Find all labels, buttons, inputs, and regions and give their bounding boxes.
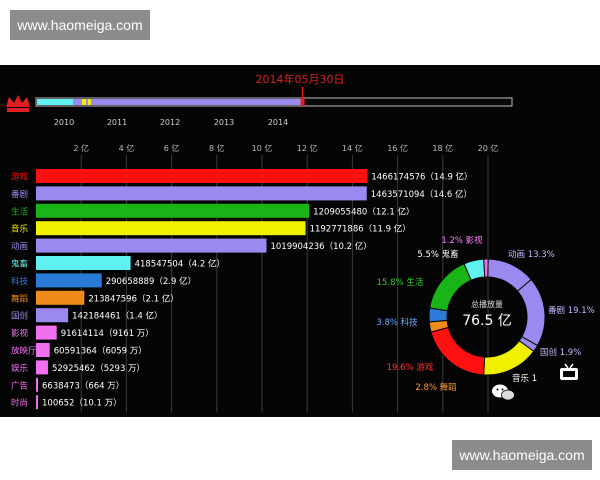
bar-category-label: 放映厅 xyxy=(11,346,37,357)
bar-value-label: 1463571094（14.6 亿） xyxy=(371,189,472,200)
bar xyxy=(36,395,38,410)
bar-value-label: 1466174576（14.9 亿） xyxy=(371,172,472,183)
bar-category-label: 国创 xyxy=(11,311,28,322)
pie-center-value: 76.5 亿 xyxy=(462,313,512,329)
bar-category-label: 番剧 xyxy=(11,189,28,200)
timeline-year-label: 2011 xyxy=(107,118,127,127)
bar-value-label: 6638473（664 万） xyxy=(42,380,124,391)
pie-slice-label: 15.8% 生活 xyxy=(377,277,424,288)
chart-panel: 2014年05月30日 2010 2011 2012 2013 2014 2 亿 4 亿 6… xyxy=(0,65,600,417)
bar-series: 游戏 1466174576（14.9 亿） 番剧 1463571094（14.6 亿）… xyxy=(11,169,473,410)
pie-slice-label: 2.8% 舞蹈 xyxy=(415,382,456,393)
bar xyxy=(36,343,50,357)
pie-slice-label: 3.8% 科技 xyxy=(376,317,418,328)
timeline: 2010 2011 2012 2013 2014 xyxy=(35,87,513,127)
bar xyxy=(36,377,38,392)
pie-slice xyxy=(483,340,535,376)
pie-slice xyxy=(429,263,472,312)
timeline-cursor xyxy=(300,98,305,106)
pie-center-title: 总播放量 xyxy=(471,299,503,309)
pie-slice-label: 国创 1.9% xyxy=(540,347,581,358)
timeline-progress xyxy=(37,99,303,105)
timeline-segment xyxy=(82,99,86,105)
x-tick-label: 14 亿 xyxy=(342,143,363,153)
bar-category-label: 鬼畜 xyxy=(11,259,28,270)
x-tick-label: 4 亿 xyxy=(119,143,135,153)
bar-value-label: 1019904236（10.2 亿） xyxy=(270,241,371,252)
chart-title: 2014年05月30日 xyxy=(256,72,345,86)
x-tick-label: 12 亿 xyxy=(297,143,318,153)
pie-slice-label: 19.6% 游戏 xyxy=(387,362,434,373)
bar-category-label: 广告 xyxy=(11,380,28,391)
bar-value-label: 1209055480（12.1 亿） xyxy=(313,206,414,217)
x-tick-label: 10 亿 xyxy=(252,143,273,153)
x-tick-label: 16 亿 xyxy=(387,143,408,153)
bar-category-label: 动画 xyxy=(11,241,28,252)
bar xyxy=(36,273,102,288)
bar-value-label: 142184461（1.4 亿） xyxy=(72,311,162,322)
bar-category-label: 生活 xyxy=(11,206,29,217)
wechat-icon xyxy=(492,384,515,401)
timeline-year-label: 2012 xyxy=(160,118,180,127)
bar-value-label: 418547504（4.2 亿） xyxy=(135,259,225,270)
pie-slice-label: 音乐 1 xyxy=(512,373,537,384)
timeline-year-label: 2010 xyxy=(54,118,74,127)
bar xyxy=(36,169,368,183)
bar-value-label: 52925462（5293 万） xyxy=(52,363,145,374)
crown-icon xyxy=(6,95,30,112)
bar-category-label: 娱乐 xyxy=(11,363,29,374)
pie-slice-label: 番剧 19.1% xyxy=(548,305,595,316)
x-tick-label: 20 亿 xyxy=(478,143,499,153)
bar xyxy=(36,308,69,323)
pie-slice xyxy=(483,258,489,278)
watermark-bottom: www.haomeiga.com xyxy=(452,440,592,470)
timeline-year-label: 2013 xyxy=(214,118,234,127)
pie-slice-label: 5.5% 鬼畜 xyxy=(417,249,458,260)
bar xyxy=(36,186,367,201)
tv-icon xyxy=(560,363,578,380)
bar-category-label: 影视 xyxy=(11,328,29,339)
timeline-year-label: 2014 xyxy=(268,118,288,127)
x-tick-label: 2 亿 xyxy=(73,143,89,153)
bar-value-label: 290658889（2.9 亿） xyxy=(106,276,196,287)
pie-slice xyxy=(430,326,486,376)
pie-slice-label: 动画 13.3% xyxy=(508,249,555,260)
watermark-top: www.haomeiga.com xyxy=(10,10,150,40)
bar-category-label: 时尚 xyxy=(11,398,28,409)
timeline-segment xyxy=(88,99,91,105)
bar-category-label: 科技 xyxy=(11,276,29,287)
chart-canvas: 2014年05月30日 2010 2011 2012 2013 2014 2 亿 4 亿 6… xyxy=(6,72,595,413)
bar xyxy=(36,290,85,305)
bar xyxy=(36,221,306,236)
bar xyxy=(36,256,131,270)
bar xyxy=(36,203,310,218)
bar-value-label: 60591364（6059 万） xyxy=(54,346,147,357)
bar-category-label: 游戏 xyxy=(11,172,29,183)
bar-value-label: 91614114（9161 万） xyxy=(61,328,154,339)
x-tick-label: 8 亿 xyxy=(209,143,225,153)
bar xyxy=(36,360,48,375)
x-tick-label: 6 亿 xyxy=(164,143,180,153)
bar-value-label: 100652（10.1 万） xyxy=(42,398,122,409)
bar xyxy=(36,238,267,253)
bar-category-label: 舞蹈 xyxy=(11,293,28,304)
x-tick-label: 18 亿 xyxy=(432,143,453,153)
timeline-segment xyxy=(37,99,73,105)
bar xyxy=(36,325,57,340)
bar-category-label: 音乐 xyxy=(11,224,29,235)
bar-value-label: 1192771886（11.9 亿） xyxy=(310,224,411,235)
bar-value-label: 213847596（2.1 亿） xyxy=(88,293,178,304)
pie-slice-label: 1.2% 影视 xyxy=(441,235,483,246)
pie-slice xyxy=(516,278,546,347)
